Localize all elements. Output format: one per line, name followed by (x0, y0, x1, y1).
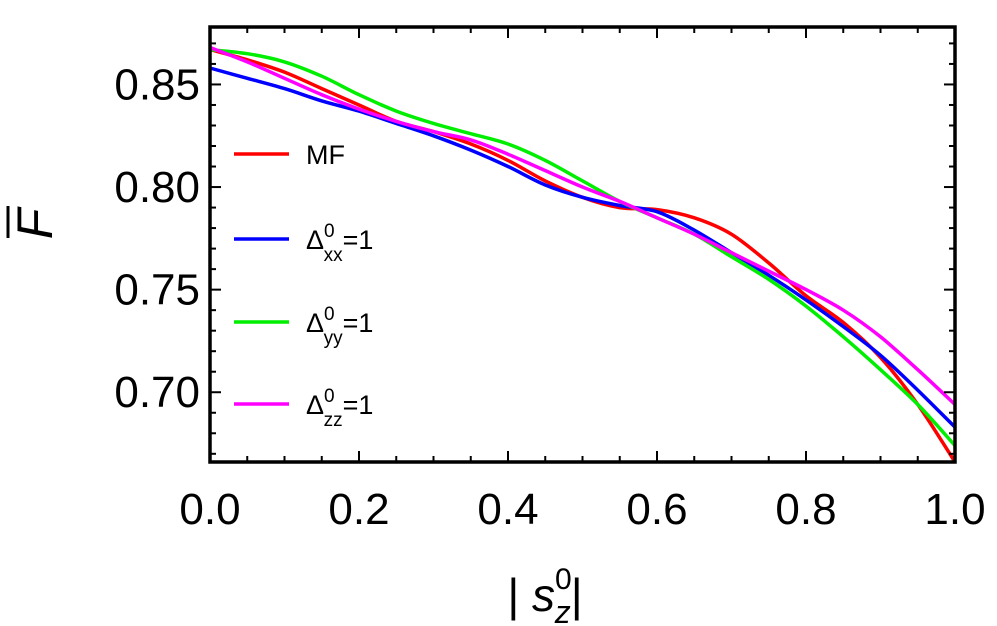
legend-item-3: Δ0 zz=1 (234, 386, 373, 431)
series-line-2 (209, 47, 957, 447)
series-line-3 (209, 45, 957, 406)
y-tick-label: 0.80 (114, 163, 200, 212)
legend-label: MF (306, 140, 345, 170)
svg-text:F: F (7, 206, 63, 239)
y-tick-label: 0.70 (114, 368, 200, 417)
x-tick-label: 0.0 (179, 485, 240, 534)
legend: MF Δ0 xx=1 Δ0 yy=1 Δ0 zz=1 (234, 140, 373, 431)
tick-labels: 0.0 0.2 0.4 0.6 0.8 1.0 0.70 0.75 0.80 0.85 (114, 60, 985, 534)
legend-label: Δ0 zz=1 (306, 386, 373, 431)
x-tick-label: 0.8 (775, 485, 836, 534)
legend-label: Δ0 xx=1 (306, 221, 373, 266)
y-tick-label: 0.75 (114, 266, 200, 315)
y-axis-label: F (6, 206, 63, 239)
x-axis-label: | s0 z| (507, 563, 582, 626)
axis-ticks (209, 27, 956, 462)
x-tick-label: 0.4 (477, 485, 538, 534)
x-tick-label: 0.6 (626, 485, 687, 534)
legend-item-0: MF (234, 140, 345, 170)
legend-label: Δ0 yy=1 (306, 304, 373, 349)
series-line-1 (209, 66, 957, 429)
legend-item-1: Δ0 xx=1 (234, 221, 373, 266)
x-tick-label: 1.0 (924, 485, 985, 534)
legend-item-2: Δ0 yy=1 (234, 304, 373, 349)
y-tick-label: 0.85 (114, 60, 200, 109)
x-tick-label: 0.2 (328, 485, 389, 534)
series-lines (209, 45, 957, 463)
